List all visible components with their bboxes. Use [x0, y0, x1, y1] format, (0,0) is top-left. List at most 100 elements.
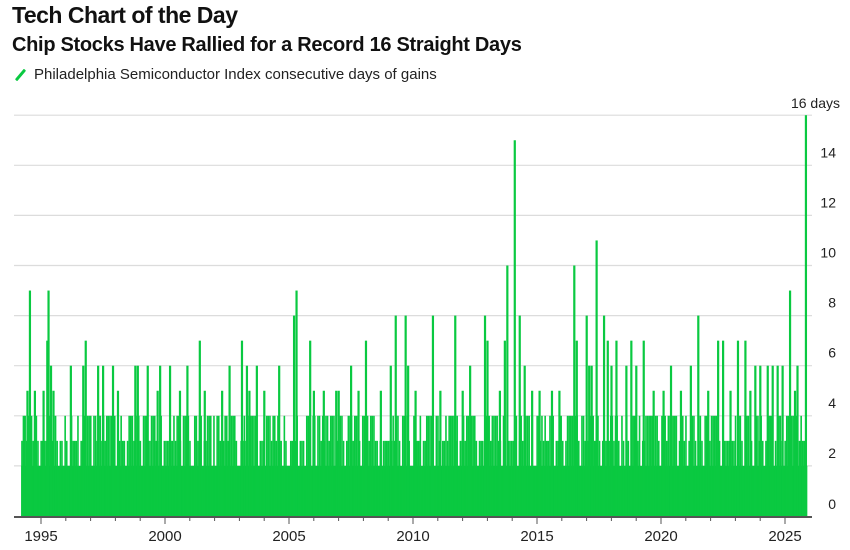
bar: [757, 415, 759, 516]
bar: [509, 440, 511, 516]
peak-bar: [518, 315, 521, 516]
bar: [619, 490, 622, 516]
bar: [773, 465, 775, 516]
bar: [488, 415, 490, 516]
bar: [617, 440, 620, 516]
bar: [446, 440, 449, 516]
peak-bar: [312, 390, 315, 516]
bar: [667, 415, 670, 516]
bar: [99, 415, 102, 516]
bar: [419, 415, 422, 516]
peak-bar: [538, 390, 541, 516]
bar: [384, 440, 386, 516]
bar: [341, 415, 343, 516]
peak-bar: [697, 315, 700, 516]
y-tick-label: 12: [820, 194, 836, 210]
bar: [94, 415, 97, 516]
bar: [457, 465, 460, 516]
bar: [195, 415, 198, 516]
bar: [153, 415, 156, 516]
bar: [376, 440, 378, 516]
bar: [638, 415, 641, 516]
bar: [478, 440, 481, 516]
bar: [765, 440, 767, 516]
bar: [115, 465, 118, 516]
peak-bar: [652, 390, 655, 516]
bar: [557, 440, 559, 516]
bar: [648, 415, 650, 516]
bar: [270, 440, 273, 516]
y-tick-label: 2: [828, 445, 836, 461]
bar: [686, 465, 689, 516]
bar: [792, 415, 794, 516]
peak-bar: [736, 340, 740, 516]
bar: [176, 415, 178, 516]
peak-bar: [136, 365, 139, 516]
bar: [259, 440, 262, 516]
bar: [197, 440, 199, 516]
peak-bar: [707, 390, 710, 516]
peak-bar: [679, 390, 683, 516]
bar: [510, 440, 513, 516]
bar: [73, 440, 76, 516]
peak-bar: [42, 390, 45, 516]
peak-bar: [744, 340, 747, 516]
bar: [664, 415, 666, 516]
bar: [142, 415, 145, 516]
bar: [190, 465, 193, 516]
peak-bar: [615, 340, 618, 516]
bar: [193, 415, 196, 516]
bar: [529, 465, 532, 516]
x-tick-label: 2000: [148, 528, 181, 545]
bar: [624, 465, 626, 516]
bar: [265, 415, 268, 516]
bar: [206, 415, 209, 516]
bar: [560, 415, 562, 516]
bar: [451, 415, 454, 516]
peak-bar: [558, 390, 561, 516]
bar: [222, 440, 225, 516]
bar: [763, 490, 766, 516]
bar: [470, 415, 473, 516]
bar: [315, 465, 318, 516]
peak-bar: [159, 365, 162, 516]
bar: [541, 415, 543, 516]
peak-bar: [788, 290, 792, 516]
bar: [125, 465, 127, 516]
bar: [123, 440, 126, 516]
bar: [688, 440, 690, 516]
bar: [544, 415, 546, 516]
bar: [725, 440, 727, 516]
bar: [768, 415, 770, 516]
peak-bar: [295, 290, 298, 516]
bar: [345, 440, 348, 516]
bar: [233, 415, 236, 516]
bar: [512, 440, 514, 516]
peak-bar: [689, 365, 692, 516]
bar: [40, 440, 42, 516]
bar: [417, 440, 420, 516]
bar: [577, 440, 580, 516]
bar: [651, 415, 654, 516]
bar: [38, 465, 41, 516]
bar: [286, 465, 289, 516]
bar: [32, 440, 34, 516]
bar: [646, 415, 649, 516]
peak-bar: [573, 265, 576, 516]
chart-legend: Philadelphia Semiconductor Index consecu…: [14, 66, 437, 83]
peak-bar: [722, 340, 725, 516]
bar: [645, 415, 647, 516]
peak-bar: [469, 365, 472, 516]
bar: [696, 465, 698, 516]
peak-bar: [263, 390, 266, 516]
bar: [208, 415, 210, 516]
bar: [713, 415, 716, 516]
bar: [128, 415, 130, 516]
bar: [475, 440, 478, 516]
bar: [491, 415, 494, 516]
bar: [665, 440, 668, 516]
peak-bar: [498, 390, 501, 516]
bar: [166, 440, 169, 516]
bar: [141, 465, 143, 516]
bar: [637, 440, 639, 516]
